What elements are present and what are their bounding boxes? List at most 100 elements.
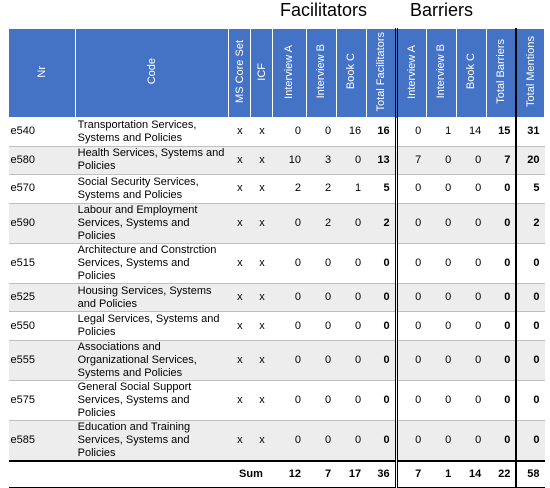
column-header-text: Nr	[36, 65, 49, 78]
column-header-text: Book C	[465, 53, 478, 90]
column-header: Interview B	[425, 28, 457, 118]
table-cell: 5	[516, 174, 545, 204]
table-cell: 7	[486, 146, 518, 176]
table-cell: 7	[396, 146, 427, 176]
table-cell: 0	[426, 380, 457, 421]
table-cell: 0	[516, 340, 545, 381]
table-cell: x	[250, 117, 273, 147]
table-cell: Architecture and Constrction Services, S…	[75, 243, 229, 284]
table-cell: 2	[272, 174, 307, 204]
table-cell: 0	[456, 420, 487, 462]
sum-cell: 58	[516, 459, 545, 488]
table-cell: 0	[516, 311, 545, 341]
table-cell: 0	[306, 420, 337, 462]
column-header: Interview B	[305, 28, 337, 118]
table-cell: 0	[486, 243, 518, 284]
column-header-text: ICF	[255, 62, 268, 81]
table-cell: 0	[426, 283, 457, 313]
sum-row: Sum 12 7 17 36 7 1 14 22 58	[8, 459, 545, 488]
table-cell: 2	[366, 203, 398, 244]
table-cell: x	[228, 283, 251, 313]
table-cell: 0	[486, 420, 518, 462]
column-header: Book C	[455, 28, 487, 118]
table-cell: 0	[366, 283, 398, 313]
table-cell: 0	[486, 174, 518, 204]
table-cell: x	[228, 420, 251, 462]
table-cell: x	[250, 380, 273, 421]
table-cell: 0	[426, 174, 457, 204]
table-cell: 0	[456, 243, 487, 284]
sum-cell: 7	[396, 459, 427, 488]
column-header: Nr	[7, 28, 77, 118]
table-cell: e570	[8, 174, 76, 204]
table-cell: x	[228, 146, 251, 176]
column-header: Total Mentions	[515, 28, 546, 118]
table-cell: 0	[426, 243, 457, 284]
table-cell: 0	[456, 311, 487, 341]
table-row: e525 Housing Services, Systems and Polici…	[8, 283, 545, 313]
group-header: Barriers	[410, 0, 474, 20]
table-cell: Labour and Employment Services, Systems …	[75, 203, 229, 244]
table-cell: 0	[336, 283, 367, 313]
table-cell: e515	[8, 243, 76, 284]
table-row: e585 Education and Training Services, Sys…	[8, 420, 545, 462]
table-cell: x	[228, 117, 251, 147]
table-cell: 0	[426, 340, 457, 381]
table-cell: e590	[8, 203, 76, 244]
table-row: e555 Associations and Organizational Serv…	[8, 340, 545, 381]
table-cell: 5	[366, 174, 398, 204]
table-cell: e575	[8, 380, 76, 421]
table-cell	[75, 459, 229, 488]
table-cell: 31	[516, 117, 545, 147]
table-cell: 0	[426, 420, 457, 462]
table-cell: 0	[272, 311, 307, 341]
table-cell: 0	[516, 380, 545, 421]
table-cell: e525	[8, 283, 76, 313]
table-cell: 16	[336, 117, 367, 147]
table-cell: x	[250, 174, 273, 204]
sum-cell: 12	[272, 459, 307, 488]
table-cell: 0	[306, 340, 337, 381]
table: Nr Code MS Core Set ICF Interview A Interview…	[7, 28, 546, 488]
table-cell: 0	[396, 117, 427, 147]
table-cell: x	[250, 340, 273, 381]
column-header: MS Core Set	[228, 28, 252, 118]
table-cell: Health Services, Systems and Policies	[75, 146, 229, 176]
sum-cell: 14	[456, 459, 487, 488]
table-cell: 0	[486, 283, 518, 313]
table-cell: x	[250, 146, 273, 176]
table-cell: 0	[396, 380, 427, 421]
column-header: Code	[75, 28, 230, 118]
column-header: Total Facilitators	[365, 28, 398, 118]
table-cell: 0	[486, 340, 518, 381]
table-cell: 0	[272, 283, 307, 313]
column-header-text: Interview A	[283, 44, 296, 99]
table-row: e570 Social Security Services, Systems an…	[8, 174, 545, 204]
table-cell: x	[250, 283, 273, 313]
group-header: Facilitators	[280, 0, 368, 20]
table-cell: 0	[336, 311, 367, 341]
table-cell: 10	[272, 146, 307, 176]
table-cell: 0	[336, 380, 367, 421]
column-header-text: Interview B	[315, 44, 328, 99]
table-cell: 0	[426, 203, 457, 244]
table-cell: Education and Training Services, Systems…	[75, 420, 229, 462]
table-cell: x	[228, 243, 251, 284]
table-cell: Associations and Organizational Services…	[75, 340, 229, 381]
table-cell: e580	[8, 146, 76, 176]
column-header-text: Interview A	[405, 44, 418, 99]
table-cell: 2	[306, 174, 337, 204]
table-cell: 0	[366, 311, 398, 341]
table-cell: x	[250, 420, 273, 462]
table-cell: 13	[366, 146, 398, 176]
table-cell: e555	[8, 340, 76, 381]
table-cell: 0	[272, 203, 307, 244]
table-cell: x	[250, 243, 273, 284]
column-header: Book C	[335, 28, 367, 118]
column-header-text: Code	[146, 58, 159, 85]
table-cell: 3	[306, 146, 337, 176]
column-header-text: MS Core Set	[233, 40, 246, 103]
table-cell: 0	[306, 117, 337, 147]
table-cell: 15	[486, 117, 518, 147]
table-row: e590 Labour and Employment Services, Syst…	[8, 203, 545, 244]
